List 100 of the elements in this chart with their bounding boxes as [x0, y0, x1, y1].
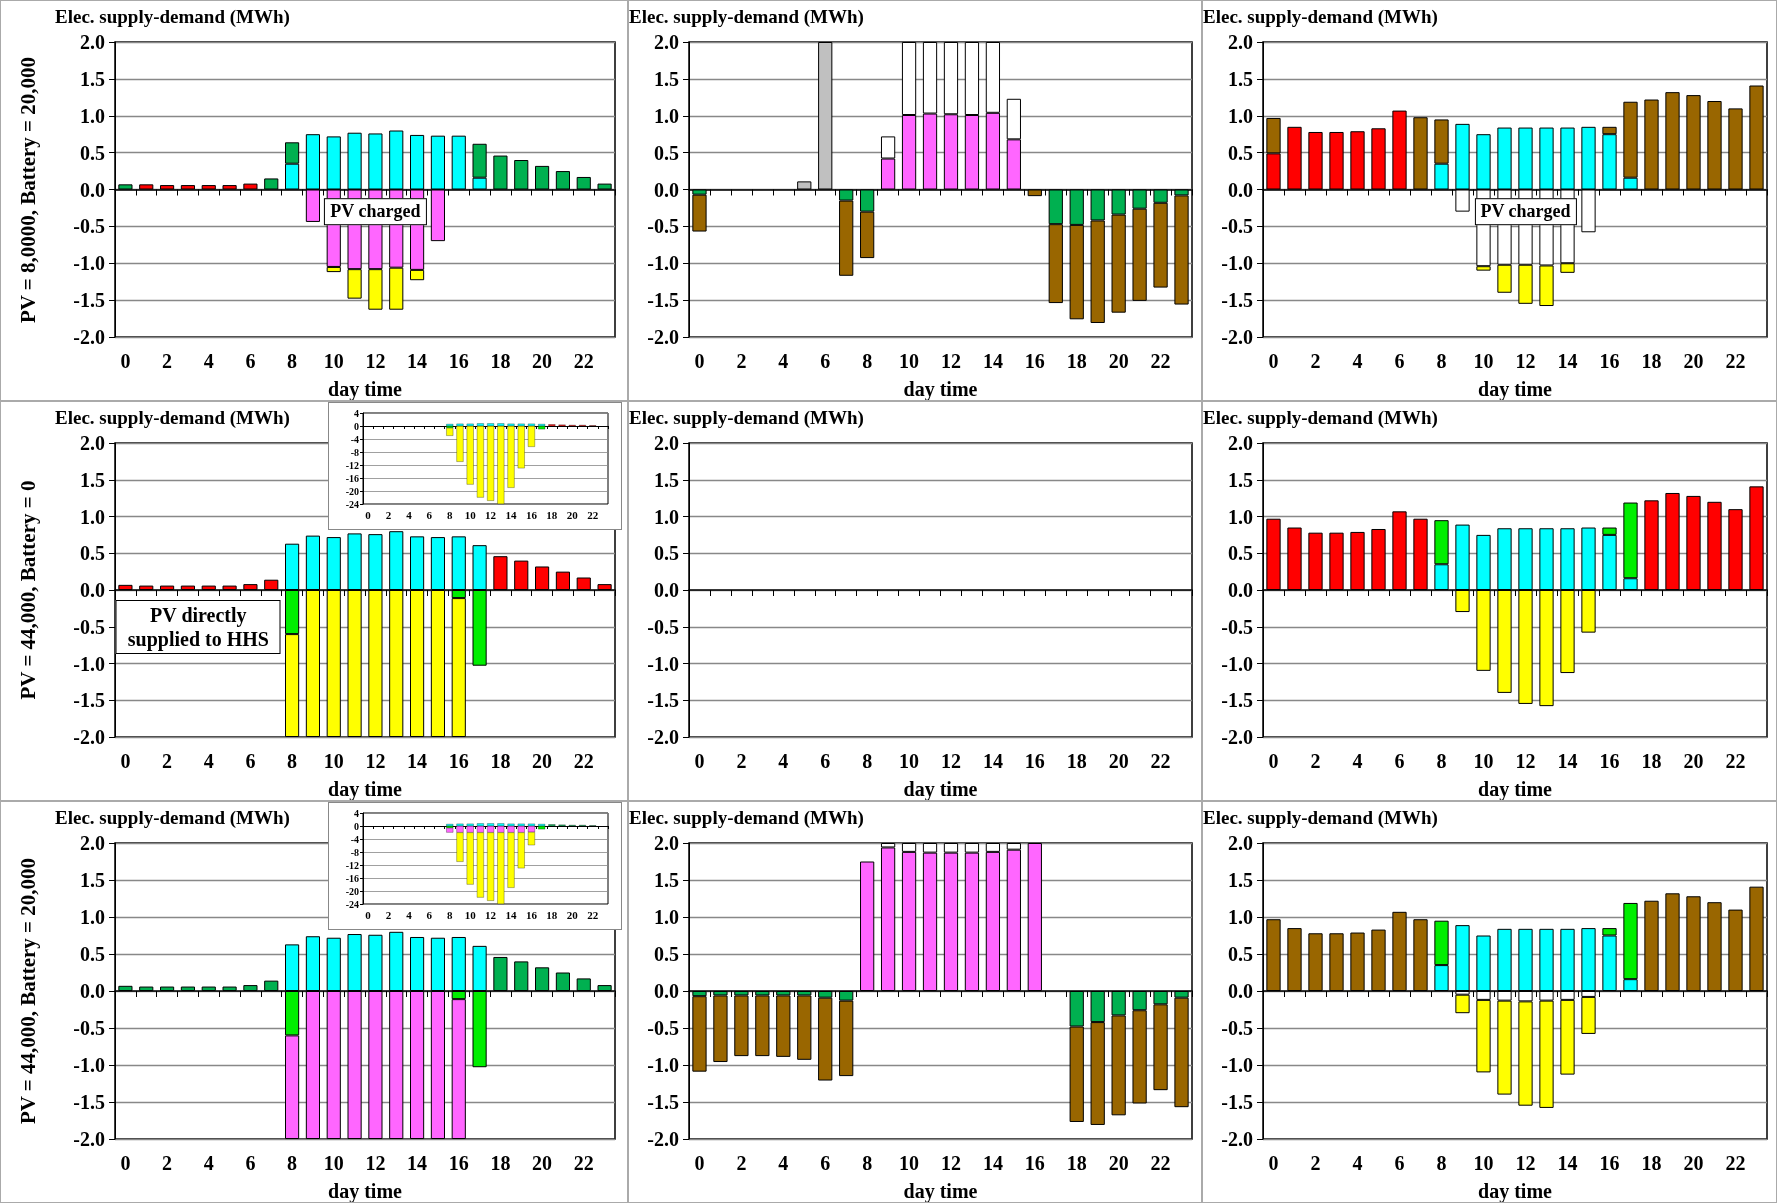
x-tick-label: 6: [820, 1152, 831, 1174]
y-tick-label: 1.0: [654, 505, 679, 528]
y-tick-label: -1.0: [1221, 1054, 1253, 1076]
y-tick-label: -1.5: [73, 289, 105, 312]
y-tick-label: -0.5: [647, 215, 679, 238]
x-tick-label: 20: [566, 508, 579, 521]
y-tick-label: -1.5: [647, 689, 679, 712]
y-tick-label: -0.5: [647, 615, 679, 638]
x-tick-label: 14: [982, 350, 1003, 372]
y-tick-label: -0.5: [73, 1017, 105, 1039]
x-axis-title: day time: [328, 378, 403, 401]
x-tick-label: 2: [385, 908, 392, 921]
y-tick-label: -20: [345, 485, 359, 497]
y-tick-label: 1.0: [654, 104, 679, 127]
y-tick-label: -2.0: [647, 326, 679, 348]
x-tick-label: 18: [1641, 350, 1662, 372]
y-tick-label: 0.5: [80, 141, 105, 164]
x-tick-label: 4: [1352, 350, 1363, 372]
x-axis-title: day time: [903, 378, 978, 401]
x-axis-title: day time: [1478, 778, 1553, 801]
y-tick-label: 1.0: [80, 505, 105, 528]
y-tick-label: 1.5: [80, 67, 105, 90]
y-tick-label: 0: [354, 820, 359, 832]
x-tick-label: 10: [899, 1152, 920, 1174]
x-tick-label: 2: [1310, 750, 1321, 772]
annotation: PV charged: [324, 197, 427, 226]
x-tick-label: 18: [546, 908, 558, 921]
x-tick-label: 0: [365, 508, 372, 521]
x-tick-label: 6: [1394, 350, 1405, 372]
y-axis-title: Elec. supply-demand (MWh): [55, 407, 290, 429]
x-tick-label: 18: [1066, 350, 1087, 372]
y-tick-label: 1.0: [1228, 906, 1253, 928]
y-tick-label: -12: [345, 459, 359, 471]
y-tick-label: -1.5: [647, 289, 679, 312]
y-tick-label: 2.0: [654, 432, 679, 454]
y-axis-title: Elec. supply-demand (MWh): [1203, 807, 1438, 829]
y-tick-label: 0.0: [80, 178, 105, 201]
y-tick-label: 1.0: [80, 906, 105, 928]
x-tick-label: 14: [407, 1152, 428, 1174]
x-tick-label: 18: [1641, 750, 1662, 772]
y-tick-label: 0.5: [1228, 943, 1253, 965]
y-tick-label: -1.5: [73, 1091, 105, 1113]
x-tick-label: 6: [245, 350, 256, 372]
y-tick-label: 1.0: [1228, 104, 1253, 127]
x-tick-label: 20: [1683, 350, 1704, 372]
y-tick-label: -2.0: [73, 726, 105, 748]
x-tick-label: 0: [694, 350, 705, 372]
y-tick-label: 1.5: [1228, 869, 1253, 891]
y-tick-label: 1.5: [654, 67, 679, 90]
y-tick-label: 0.5: [80, 542, 105, 565]
y-tick-label: -16: [345, 872, 359, 884]
y-tick-label: -1.0: [73, 652, 105, 675]
x-tick-label: 6: [1394, 1152, 1405, 1174]
x-tick-label: 16: [1024, 1152, 1045, 1174]
y-tick-label: -0.5: [1221, 1017, 1253, 1039]
x-tick-label: 2: [736, 750, 747, 772]
text: PV = 8,0000, Battery = 20,000: [15, 56, 41, 323]
y-tick-label: -1.0: [647, 652, 679, 675]
x-tick-label: 16: [448, 750, 469, 772]
x-tick-label: 20: [566, 908, 579, 921]
y-tick-label: 0.5: [654, 141, 679, 164]
x-tick-label: 22: [1150, 750, 1171, 772]
x-tick-label: 2: [385, 508, 392, 521]
x-tick-label: 22: [573, 350, 594, 372]
x-axis-title: day time: [328, 1180, 403, 1203]
y-axis-title: Elec. supply-demand (MWh): [1203, 6, 1438, 28]
x-tick-label: 6: [245, 750, 256, 772]
x-tick-label: 4: [203, 350, 214, 372]
x-tick-label: 14: [407, 750, 428, 772]
y-tick-label: -2.0: [1221, 326, 1253, 348]
y-tick-label: 0.5: [654, 542, 679, 565]
x-tick-label: 16: [525, 908, 538, 921]
x-tick-label: 10: [464, 908, 477, 921]
x-tick-label: 2: [736, 1152, 747, 1174]
x-tick-label: 12: [1515, 1152, 1536, 1174]
y-tick-label: -16: [345, 472, 359, 484]
x-tick-label: 16: [1024, 350, 1045, 372]
x-tick-label: 18: [546, 508, 558, 521]
y-tick-label: -4: [350, 833, 359, 845]
y-tick-label: -0.5: [1221, 215, 1253, 238]
y-tick-label: -24: [345, 898, 359, 910]
y-tick-label: 2.0: [654, 832, 679, 854]
x-tick-label: 8: [447, 908, 454, 921]
y-tick-label: -1.0: [73, 252, 105, 275]
x-tick-label: 2: [162, 1152, 173, 1174]
x-tick-label: 12: [365, 350, 386, 372]
y-tick-label: 1.5: [1228, 468, 1253, 491]
y-tick-label: 1.0: [1228, 505, 1253, 528]
x-tick-label: 22: [573, 750, 594, 772]
y-tick-label: 2.0: [1228, 31, 1253, 53]
x-tick-label: 20: [1108, 750, 1129, 772]
y-tick-label: -8: [350, 846, 359, 858]
y-axis-title: Elec. supply-demand (MWh): [55, 807, 290, 829]
x-tick-label: 8: [1436, 1152, 1447, 1174]
x-tick-label: 8: [287, 750, 298, 772]
y-tick-label: -1.5: [1221, 289, 1253, 312]
x-tick-label: 12: [1515, 750, 1536, 772]
y-tick-label: 0.0: [654, 980, 679, 1002]
y-tick-label: 2.0: [654, 31, 679, 53]
x-tick-label: 22: [1725, 1152, 1746, 1174]
